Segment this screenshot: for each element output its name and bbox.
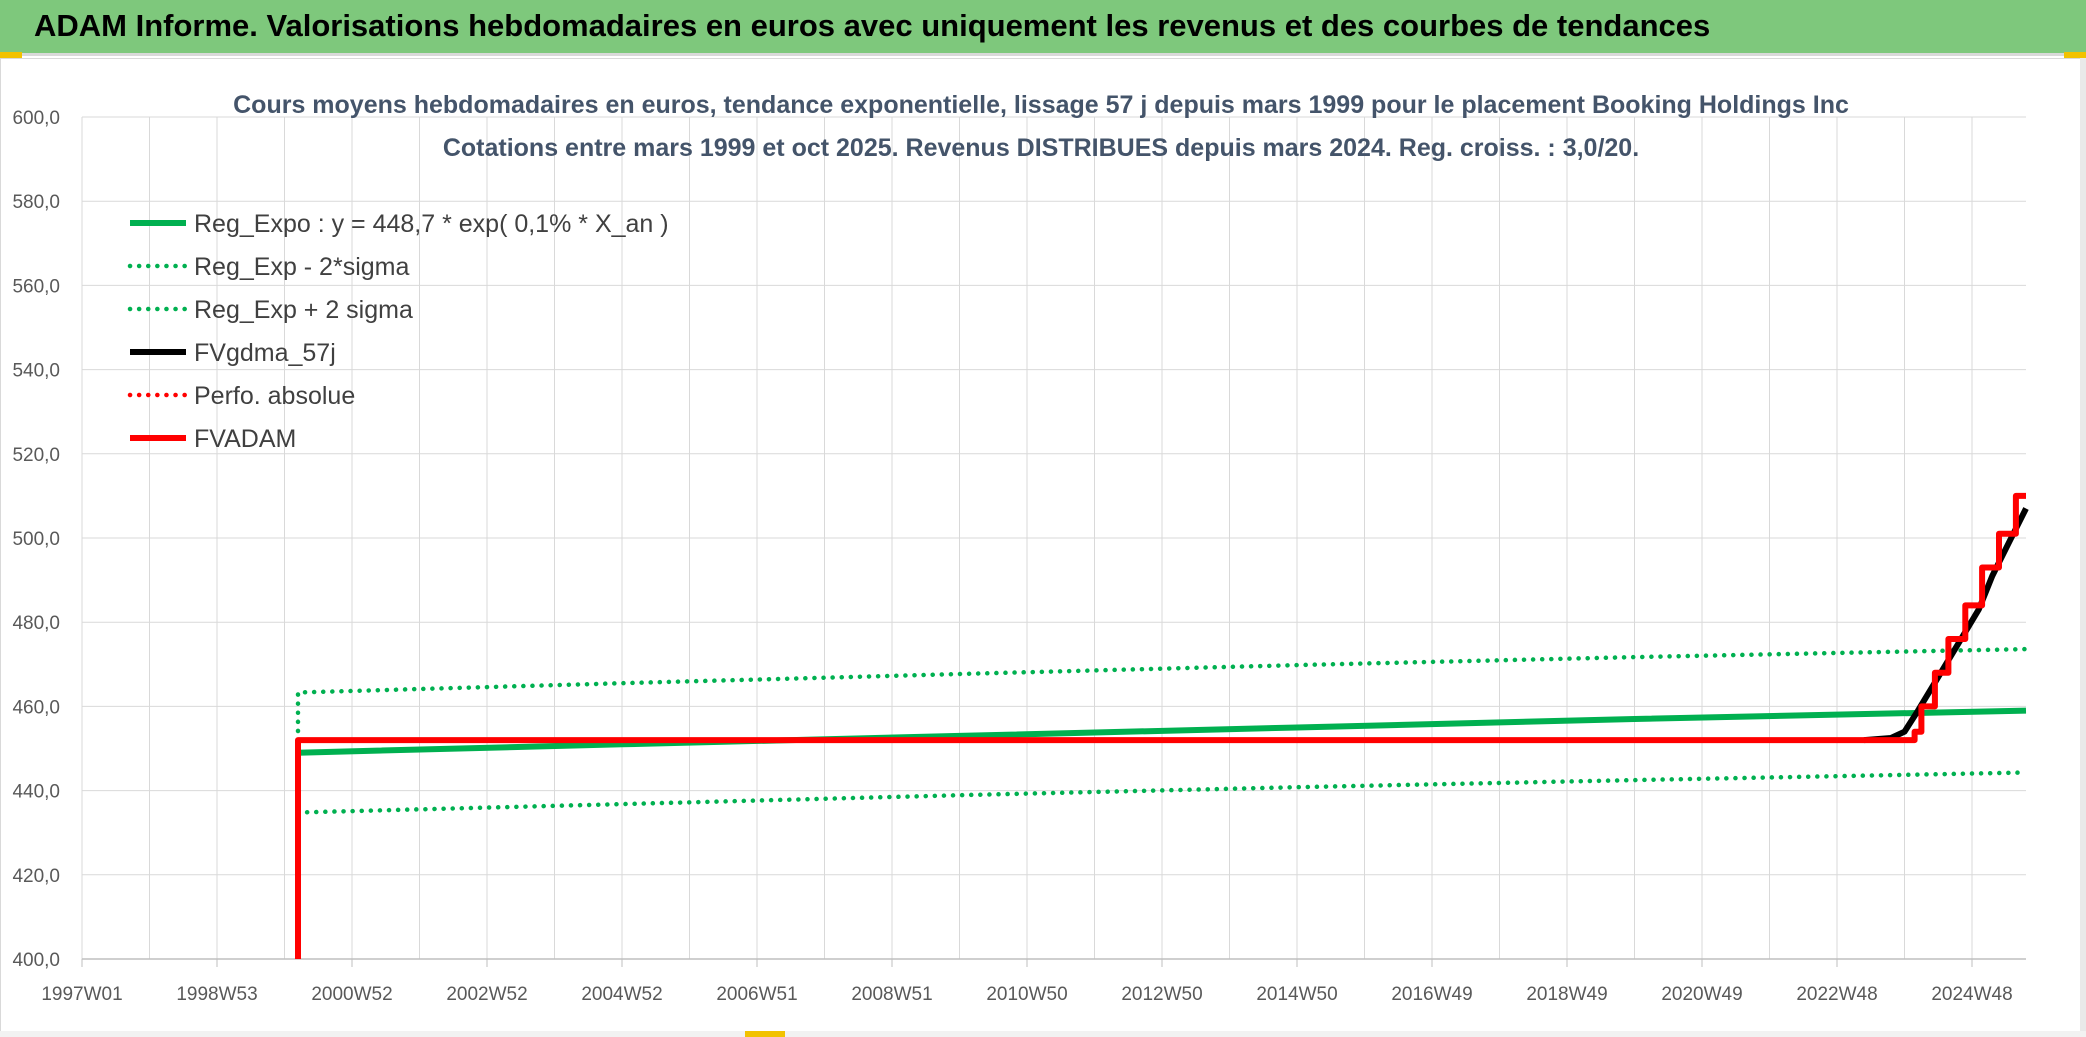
legend-label: FVADAM: [194, 425, 296, 453]
x-tick-label: 2020W49: [1661, 984, 1742, 1005]
series-line: [295, 492, 2026, 959]
axes: 400,0 420,0 440,0 460,0 480,0 500,0 520,0 540,0…: [12, 108, 2026, 1005]
legend-label: Reg_Exp + 2 sigma: [194, 296, 413, 324]
series-layer: [295, 492, 2029, 959]
y-tick-label: 400,0: [12, 950, 60, 971]
legend-label: Reg_Expo : y = 448,7 * exp( 0,1% * X_an …: [194, 210, 669, 238]
grid: [81, 116, 2026, 960]
x-tick-label: 2006W51: [716, 984, 797, 1005]
y-tick-label: 520,0: [12, 445, 60, 466]
corner-marker-left: [0, 52, 22, 58]
x-tick-label: 2024W48: [1931, 984, 2012, 1005]
y-tick-label: 500,0: [12, 529, 60, 550]
bottom-border: [0, 1031, 2086, 1037]
y-tick-label: 600,0: [12, 108, 60, 129]
legend: Reg_Expo : y = 448,7 * exp( 0,1% * X_an …: [127, 210, 669, 453]
legend-label: FVgdma_57j: [194, 339, 336, 367]
x-tick-label: 2022W48: [1796, 984, 1877, 1005]
y-tick-label: 560,0: [12, 276, 60, 297]
y-tick-label: 440,0: [12, 782, 60, 803]
bottom-marker: [745, 1031, 785, 1037]
x-tick-label: 2016W49: [1391, 984, 1472, 1005]
report-title: ADAM Informe. Valorisations hebdomadaire…: [34, 8, 1711, 43]
x-tick-label: 1997W01: [41, 984, 122, 1005]
x-tick-label: 2008W51: [851, 984, 932, 1005]
x-tick-label: 2018W49: [1526, 984, 1607, 1005]
chart-title-line: Cours moyens hebdomadaires en euros, ten…: [233, 91, 1849, 119]
legend-label: Perfo. absolue: [194, 382, 355, 410]
chart-title: Cours moyens hebdomadaires en euros, ten…: [233, 91, 1849, 162]
report-banner: ADAM Informe. Valorisations hebdomadaire…: [0, 0, 2086, 56]
legend-label: Reg_Exp - 2*sigma: [194, 253, 409, 281]
x-tick-label: 2002W52: [446, 984, 527, 1005]
scrollbar-track[interactable]: [2080, 58, 2086, 1037]
y-tick-label: 540,0: [12, 361, 60, 382]
x-tick-label: 2014W50: [1256, 984, 1337, 1005]
x-tick-label: 2004W52: [581, 984, 662, 1005]
y-tick-label: 420,0: [12, 866, 60, 887]
x-tick-label: 2010W50: [986, 984, 1067, 1005]
series-line: [295, 770, 2029, 815]
corner-marker-right: [2064, 52, 2086, 58]
chart-title-line: Cotations entre mars 1999 et oct 2025. R…: [443, 134, 1639, 162]
x-tick-label: 2012W50: [1121, 984, 1202, 1005]
y-tick-label: 580,0: [12, 192, 60, 213]
x-tick-label: 1998W53: [176, 984, 257, 1005]
x-tick-label: 2000W52: [311, 984, 392, 1005]
y-tick-label: 460,0: [12, 697, 60, 718]
y-tick-label: 480,0: [12, 613, 60, 634]
series-line: [295, 646, 2029, 743]
